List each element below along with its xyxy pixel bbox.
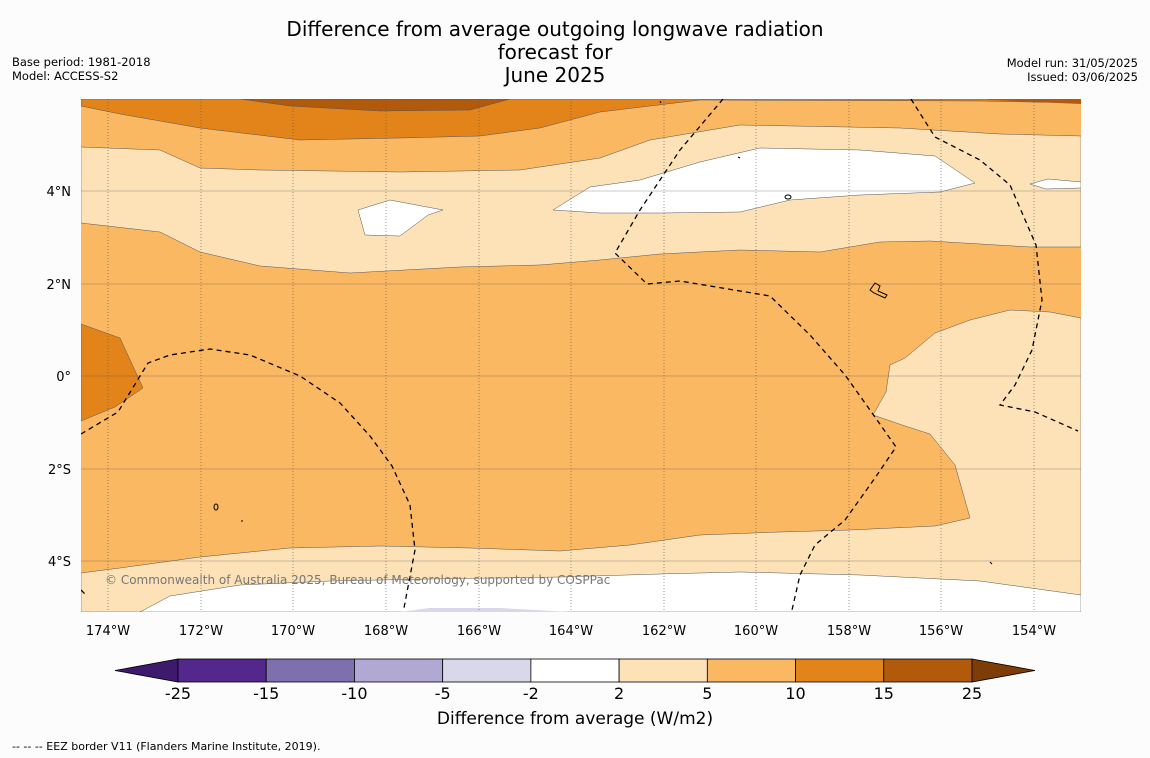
- colorbar-segment: [795, 658, 885, 683]
- colorbar-tick: 25: [962, 684, 982, 703]
- colorbar-segment: [265, 658, 355, 683]
- colorbar-ticks: -25 -15 -10 -5 -2 2 5 10 15 25: [165, 684, 982, 703]
- model-run: Model run: 31/05/2025: [1006, 56, 1138, 70]
- colorbar-extend-low: [114, 658, 179, 683]
- colorbar-tick: -15: [253, 684, 279, 703]
- base-period: Base period: 1981-2018: [12, 55, 151, 69]
- colorbar-segment: [530, 658, 620, 683]
- latitude-label: 4°S: [48, 555, 71, 570]
- colorbar-segment: [883, 658, 973, 683]
- colorbar-extend-high: [971, 658, 1036, 683]
- copyright-notice: © Commonwealth of Australia 2025, Bureau…: [105, 573, 610, 587]
- longitude-label: 158°W: [827, 624, 871, 639]
- island-dot-1: [737, 156, 741, 159]
- field-neutral-island: [357, 199, 444, 237]
- longitude-label: 154°W: [1012, 624, 1056, 639]
- colorbar-tick: -5: [435, 684, 451, 703]
- map-area: © Commonwealth of Australia 2025, Bureau…: [81, 99, 1081, 612]
- colorbar: [114, 658, 1036, 683]
- island-north: [784, 194, 792, 200]
- eez-border-central: [614, 99, 897, 611]
- colorbar-tick: 5: [702, 684, 712, 703]
- field-minus-2-to-minus-5: [400, 608, 570, 612]
- latitude-label: 2°S: [48, 463, 71, 478]
- issued-date: Issued: 03/06/2025: [1027, 70, 1138, 84]
- colorbar-segment: [177, 658, 267, 683]
- title-line-1: Difference from average outgoing longwav…: [286, 17, 824, 64]
- longitude-label: 160°W: [734, 624, 778, 639]
- field-neutral-north: [552, 147, 976, 214]
- longitude-label: 166°W: [457, 624, 501, 639]
- colorbar-tick: -10: [341, 684, 367, 703]
- chart-title: Difference from average outgoing longwav…: [250, 18, 860, 87]
- gridlines: [81, 99, 1081, 612]
- island-southwest: [213, 503, 219, 511]
- title-line-2: June 2025: [504, 63, 606, 87]
- eez-border-west: [81, 348, 416, 609]
- eez-border-sw: [81, 589, 86, 595]
- model-info: Base period: 1981-2018 Model: ACCESS-S2: [12, 55, 151, 83]
- island-east: [869, 282, 888, 299]
- colorbar-tick: 15: [874, 684, 894, 703]
- eez-legend-note: -- -- -- EEZ border V11 (Flanders Marine…: [12, 740, 321, 753]
- colorbar-segment: [442, 658, 532, 683]
- island-dot-4: [659, 100, 662, 104]
- latitude-label: 4°N: [47, 185, 72, 200]
- model-name: Model: ACCESS-S2: [12, 69, 119, 83]
- colorbar-segment: [354, 658, 444, 683]
- colorbar-segment: [618, 658, 708, 683]
- colorbar-label: Difference from average (W/m2): [436, 709, 714, 729]
- latitude-label: 0°: [56, 370, 71, 385]
- longitude-label: 170°W: [271, 624, 315, 639]
- field-10-to-15-west: [81, 323, 144, 422]
- latitude-label: 2°N: [47, 278, 72, 293]
- field-15-to-25-ne: [985, 99, 1081, 104]
- longitude-label: 156°W: [919, 624, 963, 639]
- longitude-label: 162°W: [642, 624, 686, 639]
- colorbar-segment: [706, 658, 796, 683]
- colorbar-tick: 10: [785, 684, 805, 703]
- field-2-to-5-east: [81, 309, 1081, 612]
- eez-borders: [81, 99, 1079, 611]
- islands: [213, 100, 993, 565]
- longitude-label: 174°W: [86, 624, 130, 639]
- run-info: Model run: 31/05/2025 Issued: 03/06/2025: [1007, 56, 1138, 84]
- longitude-labels: 174°W 172°W 170°W 168°W 166°W 164°W 162°W 160°W…: [86, 624, 1056, 639]
- field-15-to-25-north: [239, 99, 511, 112]
- longitude-label: 168°W: [364, 624, 408, 639]
- colorbar-tick: -25: [165, 684, 191, 703]
- longitude-label: 172°W: [179, 624, 223, 639]
- latitude-labels: 4°N 2°N 0° 2°S 4°S: [47, 185, 72, 570]
- island-dot-3: [989, 561, 993, 565]
- colorbar-tick: -2: [523, 684, 539, 703]
- eez-border-east: [910, 99, 1079, 432]
- field-neutral-south: [139, 571, 1081, 612]
- colorbar-tick: 2: [614, 684, 624, 703]
- longitude-label: 164°W: [549, 624, 593, 639]
- field-neutral-east: [1029, 178, 1081, 190]
